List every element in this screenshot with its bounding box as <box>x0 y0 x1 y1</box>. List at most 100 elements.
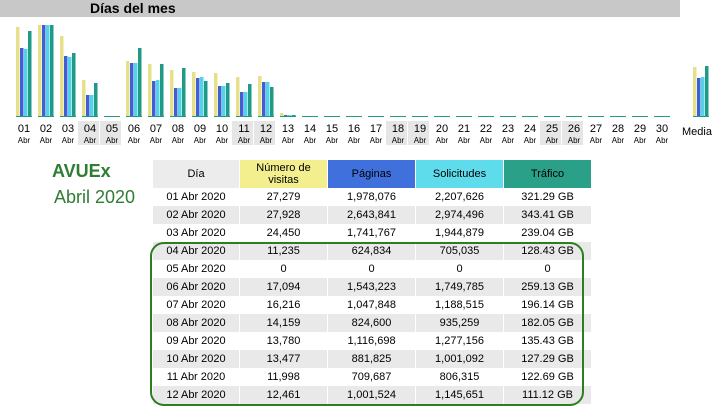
month-label: Abr <box>83 136 97 145</box>
table-row: 12 Abr 2020 12,461 1,001,524 1,145,651 111.1… <box>153 386 591 404</box>
table-cell: 13,780 <box>266 335 301 347</box>
bar-baseline-21 <box>456 116 472 117</box>
table-row: 02 Abr 2020 27,928 2,643,841 2,974,496 343.4… <box>153 206 591 224</box>
table-cell: 881,825 <box>328 350 415 368</box>
bar-baseline-13 <box>280 116 296 117</box>
bar-09-series-2 <box>200 77 204 117</box>
site-name: AVUEx <box>52 161 111 181</box>
table-cell: 1,741,767 <box>347 227 396 239</box>
table-cell: 1,543,223 <box>328 278 415 296</box>
day-label: 28 <box>611 123 625 135</box>
bar-11-series-2 <box>244 92 248 117</box>
table-cell: 1,116,698 <box>347 335 396 347</box>
bar-08-series-0 <box>170 70 174 117</box>
month-label: Abr <box>215 136 229 145</box>
month-label: Abr <box>127 136 141 145</box>
month-label: Abr <box>589 136 603 145</box>
bar-baseline-29 <box>632 116 648 117</box>
bar-baseline-28 <box>610 116 626 117</box>
bar-baseline-09 <box>192 116 208 117</box>
column-header: Número de visitas <box>240 160 327 188</box>
month-label: Abr <box>479 136 493 145</box>
bar-09-series-1 <box>196 78 200 117</box>
bar-13-series-0 <box>280 113 284 117</box>
day-label: 09 <box>193 123 207 135</box>
column-header: Día <box>153 160 239 188</box>
table-cell: 1,001,092 <box>416 350 503 368</box>
bar-02-series-0 <box>38 25 42 117</box>
day-label: 27 <box>589 123 603 135</box>
bar-baseline-30 <box>654 116 670 117</box>
table-cell: 196.14 GB <box>521 299 574 311</box>
bar-baseline-07 <box>148 116 164 117</box>
table-cell: 111.12 GB <box>504 386 591 404</box>
table-body: 01 Abr 2020 27,279 1,978,076 2,207,626 321.2… <box>153 188 591 404</box>
month-label: Abr <box>39 136 53 145</box>
day-label: 18 <box>391 123 405 135</box>
day-label: 22 <box>479 123 493 135</box>
month-label: Abr <box>369 136 383 145</box>
bar-baseline-Media <box>693 116 709 117</box>
bar-12-series-0 <box>258 76 262 117</box>
day-label: 23 <box>501 123 515 135</box>
weekend-highlight <box>386 121 407 145</box>
bar-12-series-1 <box>262 82 266 117</box>
day-label: 16 <box>347 123 361 135</box>
table-cell: 705,035 <box>416 242 503 260</box>
bar-10-series-3 <box>226 83 230 117</box>
weekend-highlight <box>100 121 121 145</box>
table-cell: 1,001,524 <box>328 386 415 404</box>
bar-Media-series-0 <box>693 67 697 117</box>
highlight-frame <box>150 242 584 406</box>
day-label: 02 <box>39 123 53 135</box>
bar-baseline-24 <box>522 116 538 117</box>
day-label: 01 <box>17 123 31 135</box>
table-row: 04 Abr 2020 11,235 624,834 705,035 128.43 GB <box>153 242 591 260</box>
table-cell: 2,207,626 <box>435 191 484 203</box>
weekend-highlight <box>254 121 275 145</box>
day-label: 11 <box>238 123 250 135</box>
bar-02-series-3 <box>50 25 54 117</box>
table-cell: 128.43 GB <box>504 242 591 260</box>
month-label: Abr <box>281 136 295 145</box>
bar-baseline-17 <box>368 116 384 117</box>
table-cell: 27,279 <box>266 191 301 203</box>
month-label: Abr <box>655 136 669 145</box>
bar-Media-series-3 <box>705 66 709 117</box>
table-cell: 127.29 GB <box>504 350 591 368</box>
day-label: 07 <box>149 123 163 135</box>
days-of-month-header: Días del mes <box>0 0 680 17</box>
daily-stats-table: Día Número de visitas Páginas Solicitudes Tr… <box>152 160 592 404</box>
bar-06-series-3 <box>138 48 142 117</box>
month-label: Abr <box>545 136 559 145</box>
bar-baseline-11 <box>236 116 252 117</box>
table-cell: 122.69 GB <box>521 371 574 383</box>
table-cell: 343.41 GB <box>504 206 591 224</box>
bar-04-series-2 <box>90 95 94 117</box>
bar-baseline-16 <box>346 116 362 117</box>
bar-07-series-2 <box>156 80 160 117</box>
bars-svg <box>16 25 709 117</box>
table-cell: 17,094 <box>240 278 327 296</box>
month-label: Abr <box>149 136 163 145</box>
bar-09-series-0 <box>192 72 196 117</box>
section-title: Días del mes <box>90 0 176 16</box>
month-label: Abr <box>435 136 449 145</box>
table-header-row: Día Número de visitas Páginas Solicitudes Tr… <box>153 160 591 188</box>
table-cell: 10 Abr 2020 <box>153 350 239 368</box>
column-header: Tráfico <box>504 160 591 188</box>
bar-04-series-0 <box>82 80 86 117</box>
day-label: 20 <box>435 123 449 135</box>
bar-Media-series-1 <box>697 78 701 117</box>
bar-12-series-3 <box>270 87 274 117</box>
bar-01-series-0 <box>16 27 20 117</box>
bar-baseline-05 <box>104 116 120 117</box>
bar-baseline-19 <box>412 116 428 117</box>
weekend-highlight <box>408 121 429 145</box>
table-cell: 0 <box>368 263 375 275</box>
month-label: Abr <box>567 136 581 145</box>
day-label: 14 <box>303 123 317 135</box>
month-label: Abr <box>501 136 515 145</box>
month-label: Abr <box>105 136 119 145</box>
bar-03-series-0 <box>60 36 64 117</box>
